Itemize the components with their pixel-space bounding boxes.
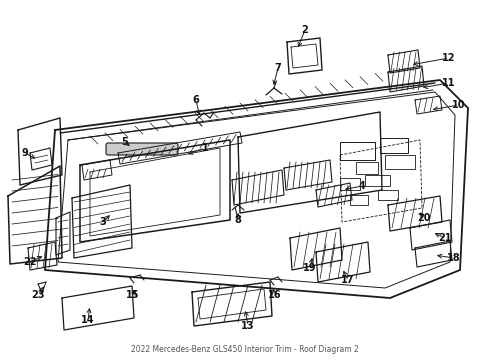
Text: 20: 20 xyxy=(417,213,431,223)
Text: 6: 6 xyxy=(193,95,199,105)
Text: 5: 5 xyxy=(122,137,128,147)
Text: 1: 1 xyxy=(201,143,208,153)
Text: 10: 10 xyxy=(452,100,466,110)
Bar xyxy=(350,195,368,205)
Text: 11: 11 xyxy=(442,78,456,88)
Text: 15: 15 xyxy=(126,290,140,300)
Text: 2022 Mercedes-Benz GLS450 Interior Trim - Roof Diagram 2: 2022 Mercedes-Benz GLS450 Interior Trim … xyxy=(131,346,359,355)
Bar xyxy=(356,162,378,174)
Bar xyxy=(380,138,408,153)
Text: 13: 13 xyxy=(241,321,255,331)
Text: 7: 7 xyxy=(274,63,281,73)
Text: 17: 17 xyxy=(341,275,355,285)
Text: 4: 4 xyxy=(359,181,366,191)
Bar xyxy=(340,178,360,190)
Bar xyxy=(365,175,390,186)
Text: 22: 22 xyxy=(23,257,37,267)
Text: 3: 3 xyxy=(99,217,106,227)
Text: 21: 21 xyxy=(438,233,452,243)
Text: 2: 2 xyxy=(302,25,308,35)
Text: 14: 14 xyxy=(81,315,95,325)
Text: 12: 12 xyxy=(442,53,456,63)
Text: 16: 16 xyxy=(268,290,282,300)
Text: 18: 18 xyxy=(447,253,461,263)
Text: 23: 23 xyxy=(31,290,45,300)
Text: 19: 19 xyxy=(303,263,317,273)
FancyBboxPatch shape xyxy=(106,143,178,155)
Bar xyxy=(340,142,375,160)
Bar xyxy=(385,155,415,169)
Bar xyxy=(378,190,398,200)
Text: 8: 8 xyxy=(235,215,242,225)
Text: 9: 9 xyxy=(22,148,28,158)
